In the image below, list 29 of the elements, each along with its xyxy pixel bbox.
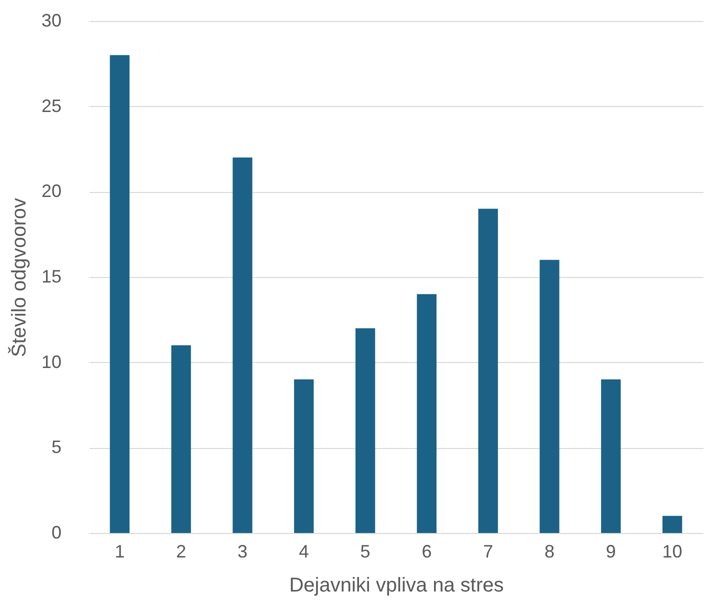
y-axis-title: Število odgvoorov <box>7 198 30 357</box>
bar <box>355 328 376 533</box>
bar <box>540 260 560 533</box>
x-tick-label: 5 <box>360 542 370 562</box>
bar <box>110 55 130 533</box>
x-tick-label: 3 <box>237 542 248 562</box>
y-tick-label: 0 <box>51 522 62 542</box>
y-tick-label: 30 <box>41 10 62 30</box>
x-tick-label: 7 <box>483 542 494 562</box>
y-tick-label: 25 <box>41 96 62 116</box>
y-tick-label: 20 <box>41 181 62 202</box>
x-tick-label: 4 <box>298 542 309 562</box>
x-tick-label: 8 <box>544 542 555 562</box>
x-tick-label: 2 <box>176 542 186 562</box>
bar <box>478 208 498 533</box>
y-tick-label: 15 <box>41 266 62 286</box>
bar <box>294 379 314 533</box>
y-tick-label: 10 <box>41 352 62 372</box>
x-tick-label: 1 <box>114 542 125 562</box>
y-tick-label: 5 <box>51 437 62 458</box>
bar <box>662 516 682 533</box>
x-axis-title: Dejavniki vpliva na stres <box>289 574 504 596</box>
bar <box>601 379 621 533</box>
x-tick-label: 10 <box>662 542 682 562</box>
bar <box>171 345 191 533</box>
bar <box>232 158 252 533</box>
x-tick-label: 6 <box>422 542 432 562</box>
bar <box>416 294 437 533</box>
x-tick-label: 9 <box>606 542 616 562</box>
